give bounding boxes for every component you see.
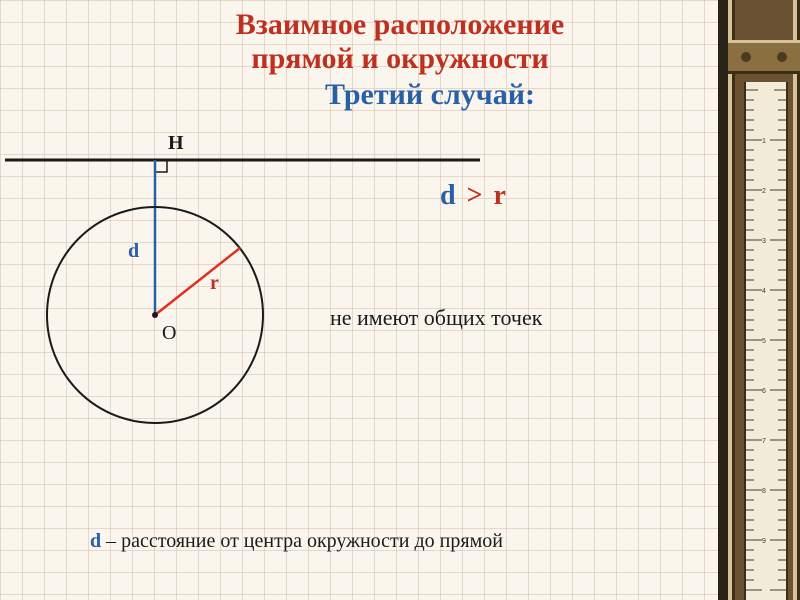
- statement-text: не имеют общих точек: [330, 305, 542, 331]
- svg-text:1: 1: [762, 138, 766, 145]
- svg-text:3: 3: [762, 238, 766, 245]
- formula-gt: >: [463, 180, 487, 211]
- right-angle-mark: [155, 160, 167, 172]
- label-d: d: [128, 240, 139, 263]
- label-r: r: [210, 272, 219, 295]
- svg-text:5: 5: [762, 338, 766, 345]
- geometry-diagram: [0, 0, 500, 450]
- svg-text:8: 8: [762, 488, 766, 495]
- svg-text:6: 6: [762, 388, 766, 395]
- caption-rest: – расстояние от центра окружности до пря…: [101, 530, 503, 552]
- label-O: O: [162, 322, 176, 345]
- r-segment: [155, 248, 240, 315]
- center-point: [152, 312, 158, 318]
- caption: d – расстояние от центра окружности до п…: [90, 530, 503, 553]
- caption-d: d: [90, 530, 101, 552]
- formula: d > r: [440, 180, 506, 212]
- svg-text:2: 2: [762, 188, 766, 195]
- svg-text:7: 7: [762, 438, 766, 445]
- svg-text:9: 9: [762, 538, 766, 545]
- formula-d: d: [440, 180, 456, 211]
- formula-r: r: [494, 180, 506, 211]
- ruler-decoration: 1 2 3 4 5 6 7 8 9: [718, 0, 800, 600]
- svg-text:4: 4: [762, 288, 766, 295]
- label-H: H: [168, 132, 184, 155]
